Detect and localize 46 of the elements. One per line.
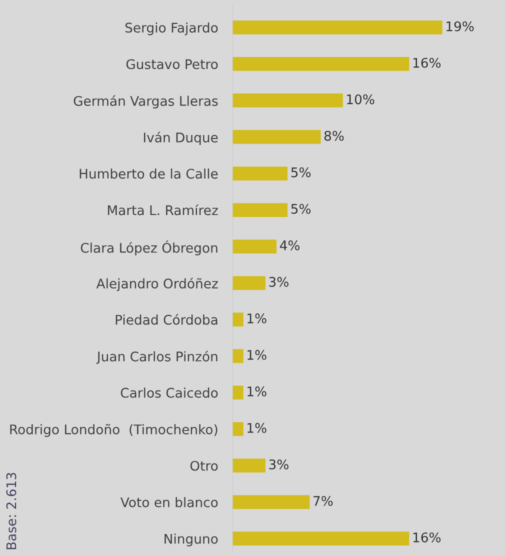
bar [232, 20, 442, 34]
data-label: 5% [291, 167, 311, 178]
y-tick-label: Gustavo Petro [126, 59, 218, 70]
y-tick-label: Sergio Fajardo [125, 22, 218, 36]
bar [232, 166, 288, 180]
bar [232, 203, 288, 217]
bar [232, 130, 321, 144]
bar [232, 240, 277, 254]
bar [232, 276, 266, 290]
y-tick-label: Voto en blanco [120, 497, 218, 508]
y-tick-label: Clara López Óbregon [80, 240, 218, 256]
data-label: 3% [269, 276, 288, 287]
bar [232, 386, 244, 400]
y-tick-label: Iván Duque [144, 132, 218, 146]
data-label: 3% [269, 459, 288, 470]
bar [232, 349, 244, 363]
y-tick-label: Otro [190, 460, 218, 471]
bar [232, 532, 410, 546]
y-tick-label: Juan Carlos Pinzón [96, 350, 218, 364]
y-tick-label: Humberto de la Calle [80, 168, 218, 179]
bar [232, 312, 244, 326]
data-label: 8% [324, 130, 344, 141]
data-label: 5% [291, 204, 311, 214]
y-tick-label: Piedad Córdoba [116, 314, 218, 325]
bar [232, 94, 343, 108]
data-label: 1% [248, 422, 266, 433]
data-label: 16% [413, 58, 441, 68]
data-label: 1% [248, 350, 266, 360]
data-label: 19% [446, 21, 474, 32]
data-label: 1% [248, 313, 266, 324]
y-tick-label: Ninguno [164, 534, 218, 546]
bar [232, 495, 310, 510]
bar [232, 458, 266, 473]
y-tick-label: Alejandro Ordóñez [96, 278, 218, 292]
y-tick-label: Germán Vargas Lleras [74, 95, 218, 109]
y-tick-label: Marta L. Ramírez [108, 204, 218, 216]
data-label: 16% [413, 532, 441, 542]
data-label: 7% [314, 496, 333, 506]
data-label: 4% [280, 240, 300, 250]
text: Base: 2.613 [6, 472, 16, 550]
bar [232, 57, 410, 71]
y-tick-label: Rodrigo Londoño (Timochenko) [10, 424, 218, 437]
y-tick-label: Carlos Caicedo [120, 388, 218, 398]
data-label: 1% [248, 386, 266, 396]
bar [232, 422, 244, 436]
data-label: 10% [347, 94, 374, 104]
